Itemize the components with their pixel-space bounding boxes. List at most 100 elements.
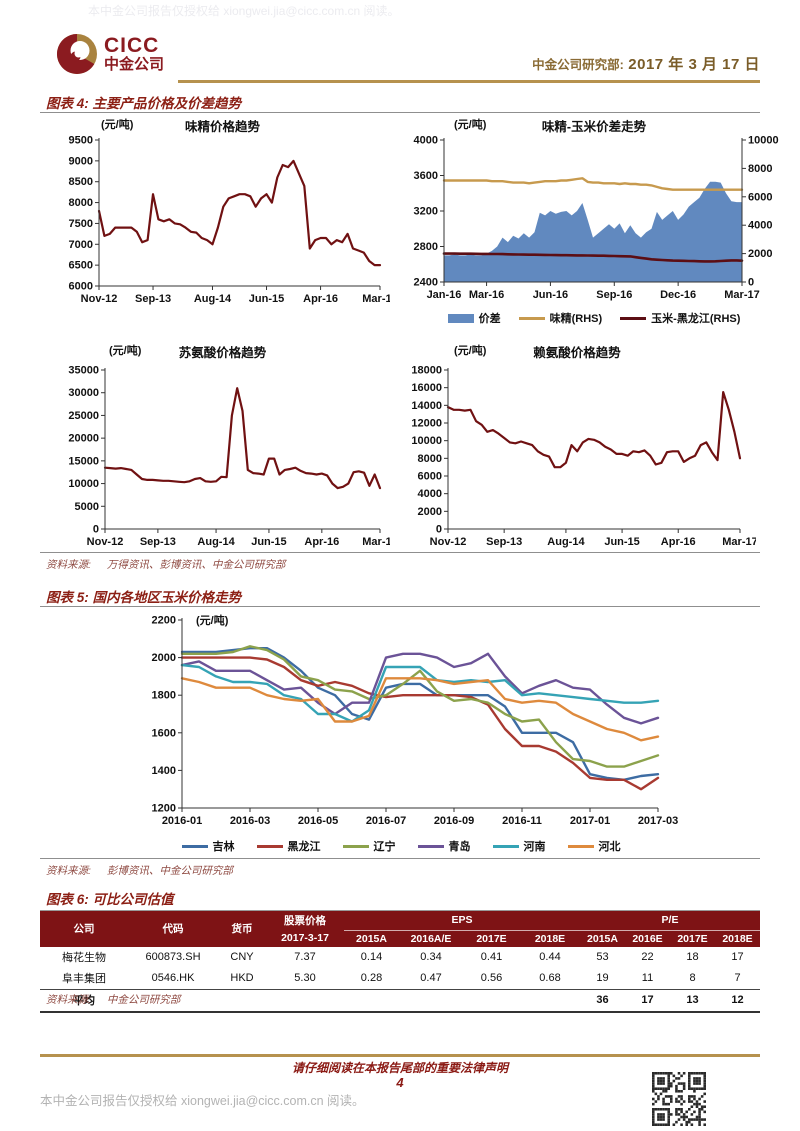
svg-text:20000: 20000 bbox=[68, 433, 99, 445]
svg-text:14000: 14000 bbox=[411, 400, 442, 412]
legend-item: 河南 bbox=[492, 838, 546, 854]
col-subheader: 2017E bbox=[670, 930, 716, 947]
table-cell: 梅花生物 bbox=[62, 952, 106, 964]
col-header-pe-group: P/E bbox=[580, 910, 761, 931]
svg-text:Apr-16: Apr-16 bbox=[303, 293, 338, 305]
table-cell: 5.30 bbox=[294, 972, 316, 984]
svg-text:3200: 3200 bbox=[414, 206, 438, 218]
table-cell bbox=[520, 988, 581, 1013]
legend-label: 河北 bbox=[598, 841, 621, 853]
col-subheader: 2017-3-17 bbox=[266, 930, 344, 947]
chart-title: 味精-玉米价差走势 bbox=[541, 120, 647, 134]
table-cell: CNY bbox=[230, 951, 254, 963]
table-cell: 平均 bbox=[40, 988, 128, 1013]
svg-text:10000: 10000 bbox=[411, 435, 442, 447]
research-dept-label: 中金公司研究部: bbox=[532, 58, 624, 72]
table-cell: 阜丰集团 bbox=[62, 973, 106, 985]
svg-text:0: 0 bbox=[93, 524, 99, 536]
chart-msg-price-canvas: 6000 6500 7000 7500 8000 8500 9000 9500 Nov-12 Se… bbox=[69, 135, 398, 306]
table-cell: 0.44 bbox=[539, 951, 561, 963]
legend-label: 辽宁 bbox=[373, 841, 396, 853]
footer-rule bbox=[40, 1054, 760, 1057]
legend-item: 吉林 bbox=[181, 838, 235, 854]
svg-text:2016-03: 2016-03 bbox=[230, 815, 270, 827]
legend-swatch bbox=[256, 844, 283, 848]
table-cell: 19 bbox=[596, 972, 609, 984]
table-cell: 11 bbox=[641, 972, 654, 984]
table-cell: 0.41 bbox=[480, 951, 503, 963]
svg-text:4000: 4000 bbox=[414, 135, 438, 147]
figure5-source: 资料来源: 彭博资讯、中金公司研究部 bbox=[46, 863, 233, 878]
svg-text:0: 0 bbox=[436, 524, 442, 536]
col-subheader: 2018E bbox=[520, 930, 581, 947]
table-cell: 0.56 bbox=[480, 972, 503, 984]
svg-text:2016-09: 2016-09 bbox=[434, 815, 474, 827]
svg-text:2016-05: 2016-05 bbox=[298, 815, 338, 827]
col-subheader: 2016A/E bbox=[399, 930, 463, 947]
svg-text:10000: 10000 bbox=[68, 478, 99, 490]
chart-title: 味精价格趋势 bbox=[184, 120, 260, 134]
col-subheader: 2015A bbox=[580, 930, 626, 947]
svg-text:16000: 16000 bbox=[411, 382, 442, 394]
svg-text:0: 0 bbox=[748, 277, 754, 289]
table-cell: 600873.SH bbox=[145, 951, 201, 963]
chart-unit-label: (元/吨) bbox=[454, 345, 487, 357]
svg-text:8500: 8500 bbox=[69, 176, 93, 188]
footer-legal-notice: 请仔细阅读在本报告尾部的重要法律声明 bbox=[291, 1061, 508, 1075]
figure4-rule bbox=[40, 112, 760, 113]
table-row: 梅花生物 600873.SH CNY 7.37 0.14 0.34 0.41 0.44 53 22… bbox=[40, 947, 760, 968]
table-row: 阜丰集团 0546.HK HKD 5.30 0.28 0.47 0.56 0.68 19 11 8 7 bbox=[40, 968, 760, 990]
svg-text:2000: 2000 bbox=[152, 652, 176, 664]
table-cell: 0.68 bbox=[539, 972, 561, 984]
svg-text:2016-01: 2016-01 bbox=[162, 815, 202, 827]
table-average-row: 平均 36 17 13 12 bbox=[40, 988, 761, 1013]
table-cell: 18 bbox=[686, 951, 699, 963]
svg-text:10000: 10000 bbox=[748, 135, 779, 147]
legend-swatch bbox=[417, 844, 444, 848]
svg-text:1800: 1800 bbox=[152, 690, 176, 702]
chart-msg-corn-spread: 2400 2800 3200 3600 4000 0 2000 4000 6000 8000 100… bbox=[398, 114, 790, 332]
table-cell bbox=[344, 988, 399, 1013]
legend-label: 青岛 bbox=[448, 841, 471, 853]
legend-label: 河南 bbox=[523, 841, 546, 853]
svg-text:35000: 35000 bbox=[68, 365, 99, 377]
svg-text:4000: 4000 bbox=[748, 220, 772, 232]
svg-text:4000: 4000 bbox=[418, 488, 442, 500]
table-cell: 0.47 bbox=[420, 972, 442, 984]
svg-text:Mar-16: Mar-16 bbox=[469, 289, 504, 301]
svg-text:2016-11: 2016-11 bbox=[502, 815, 542, 827]
table-cell: 0546.HK bbox=[151, 972, 195, 984]
chart-title: 赖氨酸价格趋势 bbox=[533, 346, 621, 360]
chart-threonine-price-canvas: 0 5000 10000 15000 20000 25000 30000 35000 Nov-1… bbox=[68, 365, 397, 549]
table-cell: HKD bbox=[230, 972, 254, 984]
chart-msg-corn-spread-canvas: 2400 2800 3200 3600 4000 0 2000 4000 6000 8000 100… bbox=[414, 135, 779, 302]
chart-msg-price: 6000 6500 7000 7500 8000 8500 9000 9500 Nov-12 Se… bbox=[55, 114, 398, 314]
table-cell: 7 bbox=[734, 972, 741, 984]
table-cell: 13 bbox=[670, 988, 716, 1013]
logo-text-en: CICC bbox=[104, 34, 160, 57]
table-cell bbox=[399, 988, 463, 1013]
watermark-bottom: 本中金公司报告仅授权给 xiongwei.jia@cicc.com.cn 阅读。 bbox=[40, 1094, 365, 1108]
page-number: 4 bbox=[396, 1075, 404, 1090]
source-value: 中金公司研究部 bbox=[106, 994, 181, 1006]
legend-item: 价差 bbox=[447, 310, 501, 326]
valuation-table: 公司 代码 货币 股票价格 EPS P/E 2017-3-17 2015A 2016A/E 201… bbox=[40, 910, 761, 1013]
svg-text:7000: 7000 bbox=[69, 239, 93, 251]
figure4-source: 资料来源: 万得资讯、彭博资讯、中金公司研究部 bbox=[46, 557, 285, 572]
col-header-currency: 货币 bbox=[218, 910, 266, 947]
svg-text:2017-03: 2017-03 bbox=[638, 815, 678, 827]
svg-text:7500: 7500 bbox=[69, 218, 93, 230]
svg-text:12000: 12000 bbox=[411, 418, 442, 430]
svg-text:8000: 8000 bbox=[418, 453, 442, 465]
svg-text:2000: 2000 bbox=[418, 506, 442, 518]
col-header-company: 公司 bbox=[40, 910, 128, 947]
valuation-table-body: 梅花生物 600873.SH CNY 7.37 0.14 0.34 0.41 0.44 53 22… bbox=[40, 947, 761, 1013]
figure6-source: 资料来源: 中金公司研究部 bbox=[46, 992, 180, 1007]
chart-legend: 吉林 黑龙江 辽宁 青岛 河南 河北 bbox=[122, 838, 680, 854]
svg-text:Sep-13: Sep-13 bbox=[135, 293, 171, 305]
legend-item: 玉米-黑龙江(RHS) bbox=[620, 310, 740, 326]
table-cell: 17 bbox=[731, 951, 744, 963]
legend-item: 青岛 bbox=[417, 838, 471, 854]
logo-text: CICC 中金公司 bbox=[104, 34, 164, 73]
valuation-table-head: 公司 代码 货币 股票价格 EPS P/E 2017-3-17 2015A 2016A/E 201… bbox=[40, 910, 761, 947]
